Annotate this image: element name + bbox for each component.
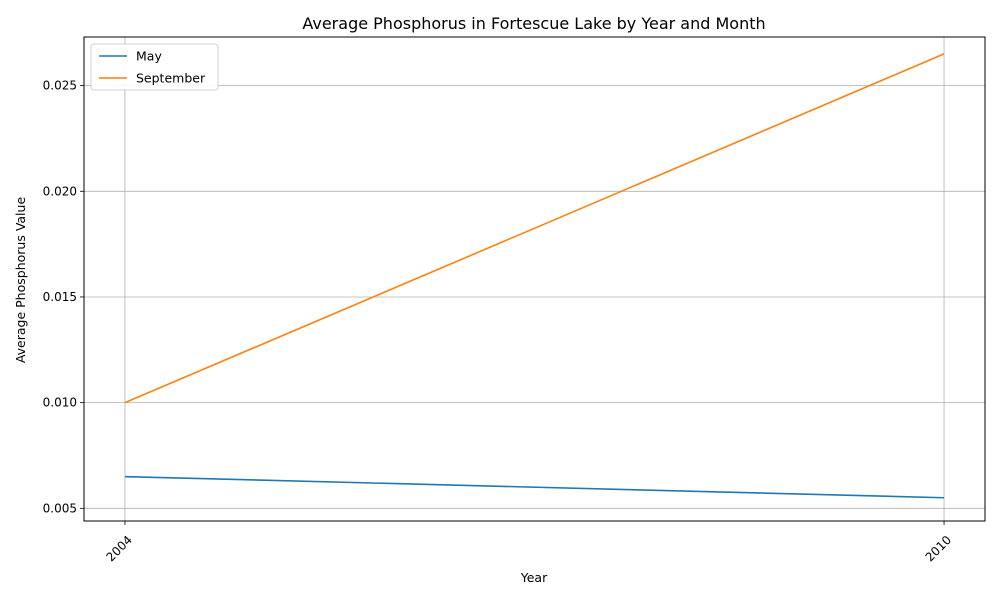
y-axis-ticks: 0.005 0.010 0.015 0.020 0.025	[43, 79, 84, 515]
series-line-may	[124, 475, 945, 499]
series-layer	[124, 53, 945, 499]
legend-label: May	[136, 49, 162, 64]
plot-area-frame	[83, 36, 986, 522]
legend: May September	[90, 43, 219, 91]
chart-title: Average Phosphorus in Fortescue Lake by …	[302, 14, 765, 33]
y-tick-label: 0.010	[43, 396, 77, 410]
series-line-september	[124, 53, 945, 404]
y-tick-label: 0.020	[43, 184, 77, 198]
legend-label: September	[136, 71, 206, 86]
y-tick-label: 0.025	[43, 79, 77, 93]
grid-layer	[84, 37, 985, 521]
y-axis-label: Average Phosphorus Value	[13, 197, 28, 364]
y-tick-label: 0.015	[43, 290, 77, 304]
x-axis-label: Year	[520, 570, 548, 585]
y-tick-label: 0.005	[43, 501, 77, 515]
